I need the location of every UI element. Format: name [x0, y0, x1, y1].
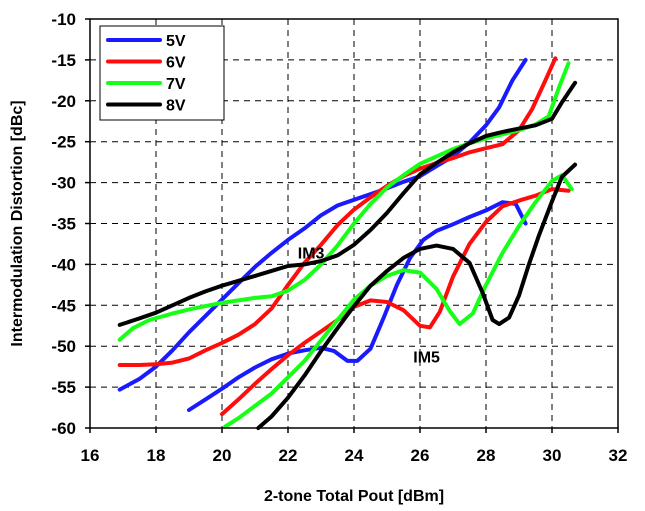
y-tick-label: -45 — [51, 296, 76, 315]
x-tick-label: 28 — [477, 446, 496, 465]
x-tick-label: 32 — [609, 446, 628, 465]
x-axis-ticks: 16 18 20 22 24 26 28 30 32 — [81, 428, 628, 465]
y-tick-label: -30 — [51, 174, 76, 193]
x-tick-label: 22 — [279, 446, 298, 465]
y-tick-label: -15 — [51, 51, 76, 70]
x-tick-label: 24 — [345, 446, 364, 465]
y-tick-label: -50 — [51, 337, 76, 356]
y-tick-label: -20 — [51, 92, 76, 111]
y-tick-label: -10 — [51, 10, 76, 29]
legend: 5V 6V 7V 8V — [99, 25, 225, 121]
legend-label-7v: 7V — [166, 76, 186, 93]
x-axis-label: 2-tone Total Pout [dBm] — [264, 488, 444, 505]
x-tick-label: 16 — [81, 446, 100, 465]
series-7v-im5-line — [223, 173, 574, 429]
legend-label-6v: 6V — [166, 55, 186, 72]
series-5v-im5-line — [187, 200, 528, 412]
x-tick-label: 26 — [411, 446, 430, 465]
series-7v-im3-line — [117, 61, 571, 342]
legend-label-8v: 8V — [166, 98, 186, 115]
series-layer — [117, 56, 578, 430]
series-6v-im3-line — [117, 56, 558, 367]
annotation-im3: IM3 — [298, 246, 325, 263]
annotation-im5: IM5 — [413, 350, 440, 367]
y-tick-label: -25 — [51, 133, 76, 152]
y-axis-label: Intermodulation Distortion [dBc] — [9, 100, 26, 346]
y-tick-label: -55 — [51, 378, 76, 397]
legend-label-5v: 5V — [166, 33, 186, 50]
x-tick-label: 30 — [543, 446, 562, 465]
series-8v-im3-line — [117, 80, 578, 327]
x-tick-label: 18 — [147, 446, 166, 465]
y-tick-label: -40 — [51, 255, 76, 274]
annotations: IM3 IM5 — [298, 246, 440, 367]
x-tick-label: 20 — [213, 446, 232, 465]
y-tick-label: -35 — [51, 215, 76, 234]
series-8v-im5-line — [256, 162, 578, 430]
y-tick-label: -60 — [51, 419, 76, 438]
grid-layer — [90, 19, 618, 428]
series-6v-im5-line — [220, 187, 571, 417]
y-axis-ticks: -10 -15 -20 -25 -30 -35 -40 -45 -50 -55 -60 — [51, 10, 90, 438]
